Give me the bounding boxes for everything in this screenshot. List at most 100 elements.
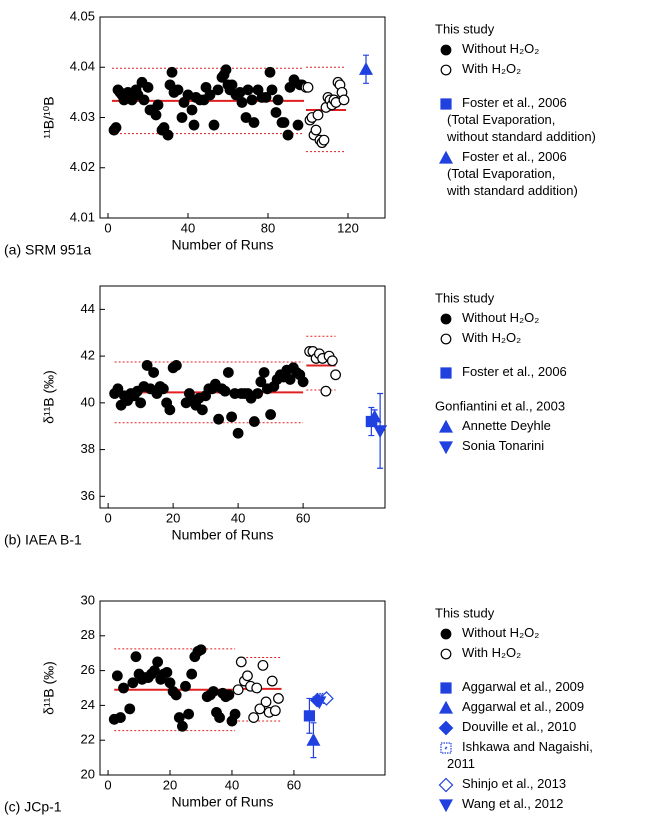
data-point [297,376,309,388]
data-point [282,129,294,141]
data-point [232,684,244,696]
x-tick-label: 40 [231,510,245,525]
legend-marker [440,98,452,110]
data-point [127,677,139,689]
data-point [284,374,296,385]
data-point [265,409,277,420]
data-point [273,693,284,704]
data-point [148,367,160,378]
legend-marker [440,367,452,379]
data-point [252,388,264,399]
x-tick-label: 0 [104,220,111,235]
x-tick-label: 60 [287,777,301,792]
data-point [242,670,253,682]
data-point [319,691,334,706]
data-point [254,703,266,715]
legend-heading: This study [435,605,495,620]
data-point [170,689,182,701]
data-point [278,117,290,128]
legend-label: Without H₂O₂ [462,310,539,325]
data-point [264,66,276,78]
legend-label: Douville et al., 2010 [462,719,576,734]
data-point [240,112,252,123]
legend-marker [438,720,454,736]
data-point [266,675,278,687]
legend-label: With H₂O₂ [462,330,521,345]
data-point [183,708,194,720]
legend-marker [440,628,452,640]
panel-caption: (a) SRM 951a [4,242,91,258]
legend-label: Foster et al., 2006 [462,364,567,379]
data-point [152,656,164,668]
legend-marker [438,700,454,714]
y-tick-label: 4.03 [70,109,95,124]
data-point [115,712,126,723]
data-point [177,720,188,732]
panel-caption: (c) JCp-1 [4,799,62,815]
data-point [157,383,169,395]
data-point [292,119,304,131]
legend-label: Sonia Tonarini [462,438,544,453]
data-point [207,686,219,697]
x-tick-label: 20 [163,777,177,792]
legend-marker [438,777,454,793]
legend-label: Without H₂O₂ [462,625,539,640]
legend-label: Aggarwal et al., 2009 [462,679,584,694]
data-point [204,89,216,101]
data-point [306,732,321,746]
data-point [367,409,382,423]
data-point [186,668,198,680]
y-tick-label: 30 [81,592,95,607]
data-point [229,708,241,720]
y-tick-label: 4.05 [70,8,95,23]
data-point [248,117,260,128]
data-point [188,119,200,131]
data-point [373,425,388,439]
data-point [195,644,207,656]
data-point [112,383,124,395]
data-point [213,413,225,425]
data-point [141,360,153,371]
legend-heading: Gonfiantini et al., 2003 [435,398,565,413]
legend-marker [438,150,454,164]
legend-label: Wang et al., 2012 [462,796,563,811]
data-point [161,666,173,678]
data-point [270,107,282,118]
data-point [124,703,136,715]
x-axis-title: Number of Runs [172,527,274,543]
y-tick-label: 42 [81,348,95,363]
data-point [320,385,332,397]
data-point [222,367,234,378]
data-point [170,360,182,371]
legend-heading: This study [435,290,495,305]
x-tick-label: 20 [166,510,180,525]
y-tick-label: 20 [81,766,95,781]
data-point [303,710,316,722]
data-point [226,411,238,423]
data-point [180,680,191,692]
data-point [223,689,235,701]
y-tick-label: 24 [81,697,95,712]
data-point [150,109,162,121]
legend-label: Annette Deyhle [462,418,551,433]
data-point [269,705,281,717]
y-axis-title: δ¹¹B (‰) [41,370,57,424]
data-point [260,91,272,103]
data-point [232,427,244,439]
legend-marker [440,742,452,754]
data-point [260,696,272,708]
legend-marker [440,313,452,325]
data-point [330,369,342,381]
data-point [258,367,270,378]
data-point [226,79,238,91]
y-axis-title: ¹¹B/¹⁰B [41,96,57,138]
data-point [166,66,178,78]
legend-label: Foster et al., 2006 (Total Evaporation, wi… [446,149,578,198]
legend-label: Foster et al., 2006 (Total Evaporation, wi… [446,95,596,144]
legend-heading: This study [435,21,495,36]
y-tick-label: 22 [81,732,95,747]
plot-frame [99,285,386,509]
data-point [326,355,338,367]
x-tick-label: 40 [181,220,195,235]
